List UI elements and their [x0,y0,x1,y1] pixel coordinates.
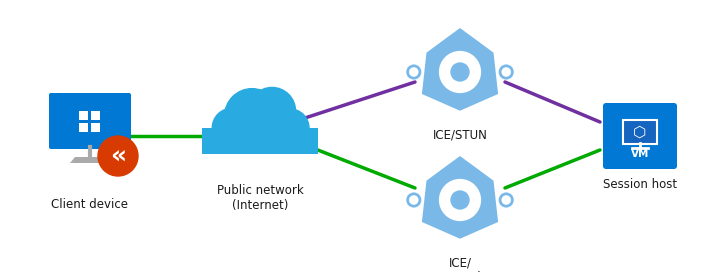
Text: ⬡: ⬡ [634,125,647,140]
Circle shape [500,194,513,206]
Circle shape [439,179,481,221]
Circle shape [271,109,309,147]
Circle shape [212,108,252,148]
Circle shape [439,51,481,93]
Polygon shape [70,157,110,163]
Circle shape [225,89,279,143]
Polygon shape [422,28,498,111]
Text: Client device: Client device [51,198,128,211]
Polygon shape [202,128,318,154]
FancyBboxPatch shape [603,103,677,169]
Text: Session host: Session host [603,178,677,191]
Text: «: « [110,145,126,169]
Text: ICE/
TURN Relay: ICE/ TURN Relay [426,256,494,272]
Circle shape [407,66,420,78]
Circle shape [98,136,138,176]
Circle shape [249,87,296,135]
FancyBboxPatch shape [623,120,657,144]
Text: Public network
(Internet): Public network (Internet) [217,184,303,212]
Circle shape [407,194,420,206]
Circle shape [500,66,513,78]
Circle shape [242,106,286,150]
Polygon shape [80,122,88,131]
Polygon shape [91,122,101,131]
Text: VM: VM [631,149,649,159]
Polygon shape [91,110,101,119]
Circle shape [450,62,470,82]
FancyBboxPatch shape [49,93,131,149]
Text: ICE/STUN: ICE/STUN [433,128,487,141]
Circle shape [450,190,470,210]
Polygon shape [422,156,498,239]
Polygon shape [80,110,88,119]
